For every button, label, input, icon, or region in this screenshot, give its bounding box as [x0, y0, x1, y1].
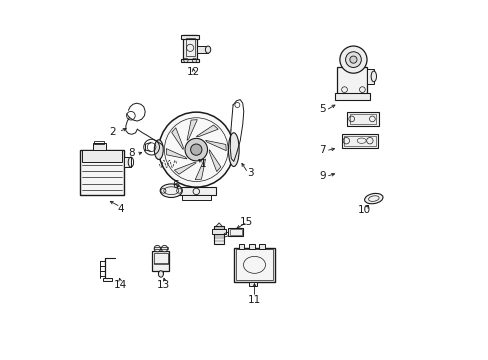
Polygon shape — [174, 163, 196, 174]
Bar — [103, 278, 112, 281]
Bar — [181, 59, 199, 62]
Bar — [153, 253, 168, 264]
Ellipse shape — [158, 271, 163, 277]
Bar — [94, 141, 104, 144]
Ellipse shape — [160, 184, 182, 198]
Bar — [336, 67, 366, 94]
Text: 12: 12 — [187, 67, 200, 77]
Text: 14: 14 — [114, 280, 127, 291]
Bar — [248, 282, 257, 286]
Bar — [181, 35, 199, 39]
Polygon shape — [195, 159, 205, 180]
Polygon shape — [216, 223, 222, 226]
Bar — [366, 69, 373, 84]
Polygon shape — [186, 120, 197, 140]
Polygon shape — [205, 140, 226, 151]
Bar — [80, 150, 123, 195]
Bar — [334, 93, 369, 100]
Bar — [185, 38, 194, 56]
Text: 9: 9 — [318, 171, 325, 181]
Bar — [123, 157, 131, 167]
Bar — [349, 114, 375, 123]
Polygon shape — [166, 149, 186, 159]
Bar — [229, 229, 242, 235]
Bar — [344, 136, 375, 146]
Ellipse shape — [154, 140, 163, 159]
Bar — [228, 228, 243, 237]
Bar — [176, 187, 216, 195]
Ellipse shape — [364, 193, 382, 204]
Polygon shape — [171, 128, 183, 150]
Text: 1: 1 — [200, 159, 206, 169]
Text: 10: 10 — [357, 205, 370, 215]
Text: 4: 4 — [117, 204, 123, 214]
Bar — [235, 249, 272, 280]
Text: 8: 8 — [128, 148, 135, 158]
Bar — [82, 150, 122, 162]
Bar — [258, 244, 264, 249]
Bar — [214, 226, 224, 244]
Bar — [238, 244, 244, 249]
Text: 15: 15 — [239, 217, 252, 227]
Bar — [346, 112, 378, 126]
Text: 7: 7 — [318, 145, 325, 155]
Polygon shape — [212, 229, 225, 234]
Circle shape — [184, 138, 207, 161]
Text: 6: 6 — [172, 180, 179, 190]
Text: 11: 11 — [247, 295, 261, 305]
Circle shape — [349, 56, 356, 63]
Ellipse shape — [228, 133, 239, 167]
Ellipse shape — [370, 71, 376, 82]
Polygon shape — [209, 150, 221, 172]
Polygon shape — [196, 125, 218, 137]
Text: 13: 13 — [157, 280, 170, 291]
Circle shape — [161, 246, 167, 252]
Bar — [152, 251, 169, 271]
Bar — [182, 195, 210, 201]
Bar — [341, 134, 377, 148]
Text: 3: 3 — [247, 168, 254, 178]
Circle shape — [190, 144, 202, 155]
Text: 2: 2 — [109, 127, 116, 137]
Circle shape — [159, 112, 233, 187]
Bar — [93, 143, 106, 150]
Circle shape — [154, 246, 160, 252]
Bar — [197, 46, 207, 53]
Circle shape — [339, 46, 366, 73]
Text: 5: 5 — [318, 104, 325, 113]
Bar — [248, 244, 254, 249]
Bar — [153, 247, 168, 249]
Bar — [234, 248, 274, 282]
Bar — [183, 35, 197, 59]
Ellipse shape — [205, 46, 210, 53]
Circle shape — [345, 52, 361, 67]
